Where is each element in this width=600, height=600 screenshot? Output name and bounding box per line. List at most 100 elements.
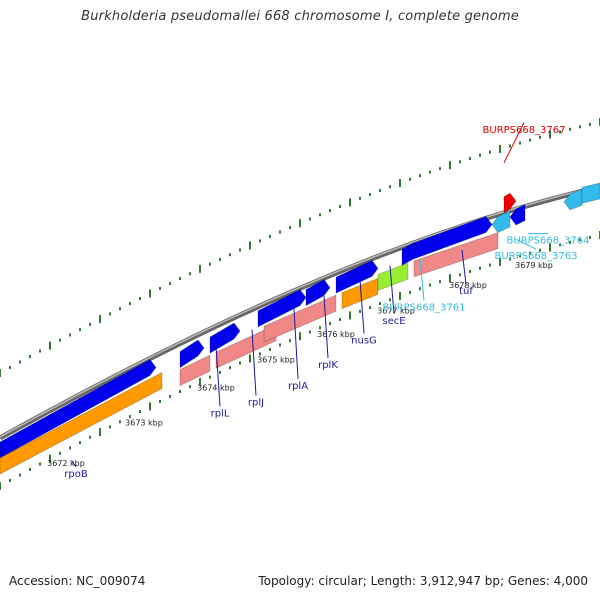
label-leader-line xyxy=(215,346,221,407)
tick-minor xyxy=(569,240,571,244)
gene-feature-9[interactable] xyxy=(335,259,379,294)
tick-major xyxy=(149,289,151,298)
tick-minor xyxy=(439,280,441,284)
tick-minor xyxy=(339,204,341,208)
tick-major xyxy=(99,315,101,324)
tick-minor xyxy=(9,365,11,369)
gene-label[interactable]: rplA xyxy=(288,381,308,392)
tick-minor xyxy=(559,243,561,247)
tick-minor xyxy=(319,213,321,217)
gene-feature-6[interactable] xyxy=(257,289,307,328)
gene-label[interactable]: BURPS668_3767 xyxy=(482,125,565,136)
gene-feature-19[interactable] xyxy=(581,182,600,204)
gene-feature-0[interactable] xyxy=(0,358,157,459)
tick-minor xyxy=(259,239,261,243)
gene-label[interactable]: secE xyxy=(382,316,405,327)
gene-feature-5[interactable] xyxy=(215,324,277,369)
tick-major xyxy=(199,264,201,273)
gene-label[interactable]: nusG xyxy=(351,335,377,346)
tick-minor xyxy=(539,248,541,252)
gene-feature-14[interactable] xyxy=(413,215,493,260)
tick-minor xyxy=(279,343,281,347)
tick-minor xyxy=(309,217,311,221)
gene-feature-10[interactable] xyxy=(341,277,379,310)
label-leader-line xyxy=(323,296,329,359)
tick-minor xyxy=(539,135,541,139)
tick-minor xyxy=(319,326,321,330)
gene-feature-16[interactable] xyxy=(509,203,526,226)
tick-minor xyxy=(559,130,561,134)
tick-major xyxy=(349,198,351,207)
tick-minor xyxy=(169,282,171,286)
gene-labels[interactable]: rpoB rplL rplJ rplA rplK nusG secE BURPS668_376… xyxy=(64,122,590,480)
gene-feature-15[interactable] xyxy=(491,210,511,233)
tick-minor xyxy=(359,196,361,200)
gene-label[interactable]: rplL xyxy=(211,408,230,419)
tick-major xyxy=(499,257,501,266)
gene-feature-2[interactable] xyxy=(179,339,205,369)
gene-feature-8[interactable] xyxy=(305,279,331,307)
gene-label[interactable]: BURPS668_3763 xyxy=(494,251,577,262)
tick-minor xyxy=(119,307,121,311)
tick-minor xyxy=(489,263,491,267)
label-leader-line xyxy=(71,460,77,468)
gene-label[interactable]: rpoB xyxy=(64,469,88,480)
tick-major xyxy=(349,311,351,320)
gene-feature-17[interactable] xyxy=(503,192,517,214)
gene-features[interactable] xyxy=(0,182,600,475)
gene-label[interactable]: BURPS668_3761 xyxy=(382,303,465,314)
tick-label: 3672 kbp xyxy=(47,459,85,468)
tick-minor xyxy=(209,375,211,379)
tick-minor xyxy=(229,253,231,257)
tick-label: 3679 kbp xyxy=(515,261,553,270)
gene-label[interactable]: rplJ xyxy=(248,398,264,409)
tick-minor xyxy=(29,467,31,471)
gene-feature-7[interactable] xyxy=(263,294,337,343)
tick-minor xyxy=(289,226,291,230)
label-leader-line xyxy=(503,122,525,163)
tick-dot-rows xyxy=(0,118,600,490)
tick-minor xyxy=(479,266,481,270)
tick-minor xyxy=(69,446,71,450)
tick-minor xyxy=(39,462,41,466)
tick-major xyxy=(299,332,301,341)
tick-minor xyxy=(309,330,311,334)
gene-feature-11[interactable] xyxy=(377,262,409,291)
gene-feature-3[interactable] xyxy=(179,354,211,387)
tick-minor xyxy=(589,122,591,126)
tick-minor xyxy=(589,235,591,239)
tick-minor xyxy=(189,385,191,389)
tick-minor xyxy=(129,302,131,306)
tick-minor xyxy=(379,189,381,193)
tick-minor xyxy=(379,302,381,306)
gene-feature-1[interactable] xyxy=(0,371,163,475)
tick-major xyxy=(449,274,451,283)
gene-feature-4[interactable] xyxy=(209,322,241,354)
tick-major xyxy=(299,219,301,228)
tick-minor xyxy=(219,370,221,374)
tick-minor xyxy=(179,390,181,394)
tick-minor xyxy=(419,174,421,178)
tick-minor xyxy=(169,395,171,399)
tick-minor xyxy=(509,144,511,148)
gene-feature-18[interactable] xyxy=(563,188,583,211)
tick-minor xyxy=(359,309,361,313)
gene-label[interactable]: BURPS668_3764 xyxy=(506,236,589,247)
tick-label: 3676 kbp xyxy=(317,330,355,339)
tick-major xyxy=(199,377,201,386)
tick-minor xyxy=(159,399,161,403)
tick-minor xyxy=(189,272,191,276)
gene-label[interactable]: tuf xyxy=(459,286,473,297)
gene-feature-13[interactable] xyxy=(413,232,499,278)
tick-major xyxy=(399,292,401,301)
gene-label[interactable]: rplK xyxy=(318,360,338,371)
tick-minor xyxy=(459,273,461,277)
tick-minor xyxy=(229,366,231,370)
tick-minor xyxy=(529,138,531,142)
tick-major xyxy=(399,179,401,188)
tick-minor xyxy=(329,209,331,213)
tick-minor xyxy=(509,257,511,261)
tick-label: 3673 kbp xyxy=(125,418,163,427)
tick-minor xyxy=(329,322,331,326)
